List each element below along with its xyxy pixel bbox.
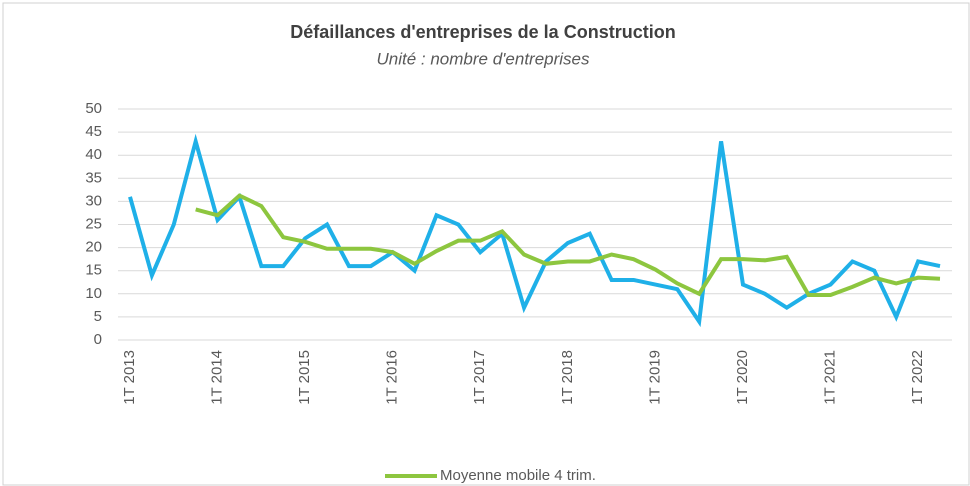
y-tick-label: 10: [85, 285, 102, 302]
x-tick-label: 1T 2015: [296, 350, 313, 405]
y-tick-label: 25: [85, 215, 102, 232]
y-tick-label: 35: [85, 169, 102, 186]
y-tick-label: 5: [94, 308, 102, 325]
x-tick-label: 1T 2022: [909, 350, 926, 405]
y-tick-label: 30: [85, 192, 102, 209]
chart-title: Défaillances d'entreprises de la Constru…: [290, 22, 675, 42]
data-line: [195, 193, 941, 297]
y-tick-label: 50: [85, 100, 102, 117]
x-tick-label: 1T 2021: [822, 350, 839, 405]
x-tick-label: 1T 2019: [646, 350, 663, 405]
y-tick-label: 45: [85, 123, 102, 140]
x-tick-label: 1T 2020: [734, 350, 751, 405]
x-tick-label: 1T 2013: [121, 350, 138, 405]
x-tick-label: 1T 2018: [559, 350, 576, 405]
y-tick-label: 20: [85, 239, 102, 256]
y-tick-label: 0: [94, 331, 102, 348]
x-tick-label: 1T 2016: [384, 350, 401, 405]
y-tick-label: 15: [85, 262, 102, 279]
x-tick-label: 1T 2014: [209, 350, 226, 405]
data-line: [128, 133, 941, 328]
y-tick-label: 40: [85, 146, 102, 163]
chart-subtitle: Unité : nombre d'entreprises: [376, 49, 590, 68]
legend-label: Moyenne mobile 4 trim.: [440, 467, 596, 484]
x-tick-label: 1T 2017: [471, 350, 488, 405]
